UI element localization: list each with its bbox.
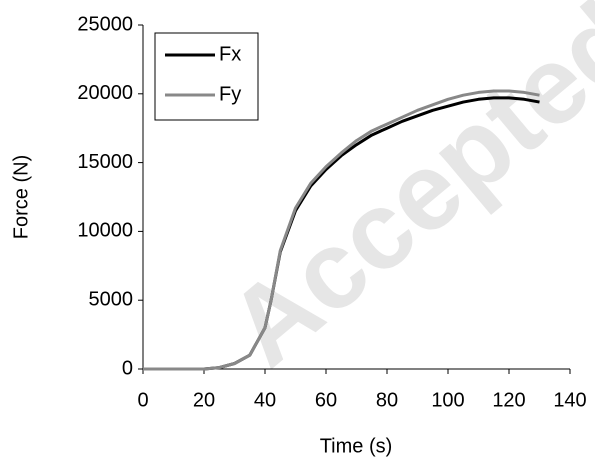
legend-label: Fy (219, 83, 241, 105)
series-line (143, 89, 540, 371)
x-tick-label: 40 (254, 389, 276, 411)
y-tick-label: 20000 (77, 82, 133, 104)
legend-box (154, 32, 259, 121)
x-tick-label: 100 (431, 389, 464, 411)
x-tick-label: 80 (376, 389, 398, 411)
y-tick-label: 10000 (77, 220, 133, 242)
x-tick-label: 120 (492, 389, 525, 411)
legend-label: Fx (219, 43, 241, 65)
y-tick-label: 0 (122, 357, 133, 379)
x-tick-label: 140 (553, 389, 586, 411)
y-tick-label: 15000 (77, 151, 133, 173)
y-tick-label: 25000 (77, 13, 133, 35)
y-tick-label: 5000 (89, 288, 134, 310)
x-tick-label: 60 (315, 389, 337, 411)
y-axis-label: Force (N) (10, 155, 32, 239)
x-axis-label: Time (s) (320, 435, 393, 457)
x-tick-label: 20 (193, 389, 215, 411)
x-tick-label: 0 (137, 389, 148, 411)
